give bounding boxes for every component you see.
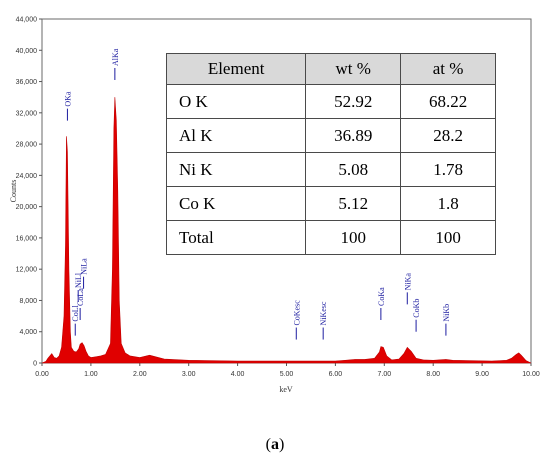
y-tick-label: 28,000 bbox=[16, 142, 38, 149]
element-cell: O K bbox=[165, 84, 307, 119]
y-tick-label: 12,000 bbox=[16, 267, 38, 274]
peak-label: NiLl bbox=[74, 272, 83, 288]
y-tick-label: 40,000 bbox=[16, 48, 38, 55]
peak-label: CoLa bbox=[76, 288, 85, 306]
wt-cell: 5.08 bbox=[305, 152, 402, 187]
peak-label: NiLa bbox=[80, 258, 89, 275]
table-row: Total 100 100 bbox=[165, 220, 496, 255]
wt-cell: 52.92 bbox=[305, 84, 402, 119]
x-tick-label: 0.00 bbox=[35, 371, 49, 378]
at-cell: 100 bbox=[400, 220, 496, 255]
wt-cell: 5.12 bbox=[305, 186, 402, 221]
y-axis: 0 4,000 8,000 12,000 16,000 20,000 24,000 28,00… bbox=[16, 17, 42, 368]
element-cell: Co K bbox=[165, 186, 307, 221]
y-tick-label: 4,000 bbox=[19, 329, 37, 336]
peak-label: NiKesc bbox=[319, 301, 328, 325]
y-tick-label: 0 bbox=[33, 361, 37, 368]
header-wt-percent: wt % bbox=[305, 53, 402, 85]
at-cell: 68.22 bbox=[400, 84, 496, 119]
y-tick-label: 44,000 bbox=[16, 17, 38, 24]
wt-cell: 36.89 bbox=[305, 118, 402, 153]
x-tick-label: 6.00 bbox=[329, 371, 343, 378]
x-tick-label: 4.00 bbox=[231, 371, 245, 378]
table-row: Co K 5.12 1.8 bbox=[165, 186, 496, 221]
at-cell: 28.2 bbox=[400, 118, 496, 153]
peak-label: OKa bbox=[63, 91, 72, 107]
x-tick-label: 2.00 bbox=[133, 371, 147, 378]
at-cell: 1.78 bbox=[400, 152, 496, 187]
table-row: Al K 36.89 28.2 bbox=[165, 118, 496, 153]
y-axis-title: Counts bbox=[9, 180, 18, 203]
y-tick-label: 16,000 bbox=[16, 235, 38, 242]
peak-label: CoLl bbox=[71, 304, 80, 321]
table-header-row: Element wt % at % bbox=[165, 53, 496, 85]
table-row: O K 52.92 68.22 bbox=[165, 84, 496, 119]
y-tick-label: 8,000 bbox=[19, 298, 37, 305]
x-tick-label: 9.00 bbox=[475, 371, 489, 378]
peak-label: CoKa bbox=[377, 287, 386, 306]
x-tick-label: 7.00 bbox=[377, 371, 391, 378]
caption-open-paren: ( bbox=[265, 436, 271, 453]
element-cell: Total bbox=[165, 220, 307, 255]
caption-letter: a bbox=[271, 436, 279, 453]
x-tick-label: 8.00 bbox=[426, 371, 440, 378]
element-cell: Al K bbox=[165, 118, 307, 153]
spectrum-area bbox=[41, 97, 532, 364]
peak-label: CoKb bbox=[412, 299, 421, 318]
y-tick-label: 24,000 bbox=[16, 173, 38, 180]
table-row: Ni K 5.08 1.78 bbox=[165, 152, 496, 187]
header-at-percent: at % bbox=[400, 53, 496, 85]
y-tick-label: 20,000 bbox=[16, 204, 38, 211]
at-cell: 1.8 bbox=[400, 186, 496, 221]
y-tick-label: 32,000 bbox=[16, 110, 38, 117]
header-element: Element bbox=[165, 53, 307, 85]
wt-cell: 100 bbox=[305, 220, 402, 255]
caption-close-paren: ) bbox=[279, 436, 285, 453]
x-axis: 0.00 1.00 2.00 3.00 4.00 5.00 6.00 7.00 8.00 9.00… bbox=[35, 363, 540, 378]
x-tick-label: 1.00 bbox=[84, 371, 98, 378]
peak-label: CoKesc bbox=[292, 300, 301, 326]
element-cell: Ni K bbox=[165, 152, 307, 187]
x-tick-label: 5.00 bbox=[280, 371, 294, 378]
peak-label: AlKa bbox=[111, 48, 120, 66]
peak-label: NiKa bbox=[403, 273, 412, 291]
x-axis-title: keV bbox=[279, 385, 293, 394]
panel-caption: (a) bbox=[0, 436, 550, 454]
y-tick-label: 36,000 bbox=[16, 79, 38, 86]
composition-table: Element wt % at % O K 52.92 68.22 Al K 3… bbox=[165, 53, 496, 255]
x-tick-label: 3.00 bbox=[182, 371, 196, 378]
peak-label: NiKb bbox=[442, 304, 451, 322]
x-tick-label: 10.00 bbox=[522, 371, 540, 378]
